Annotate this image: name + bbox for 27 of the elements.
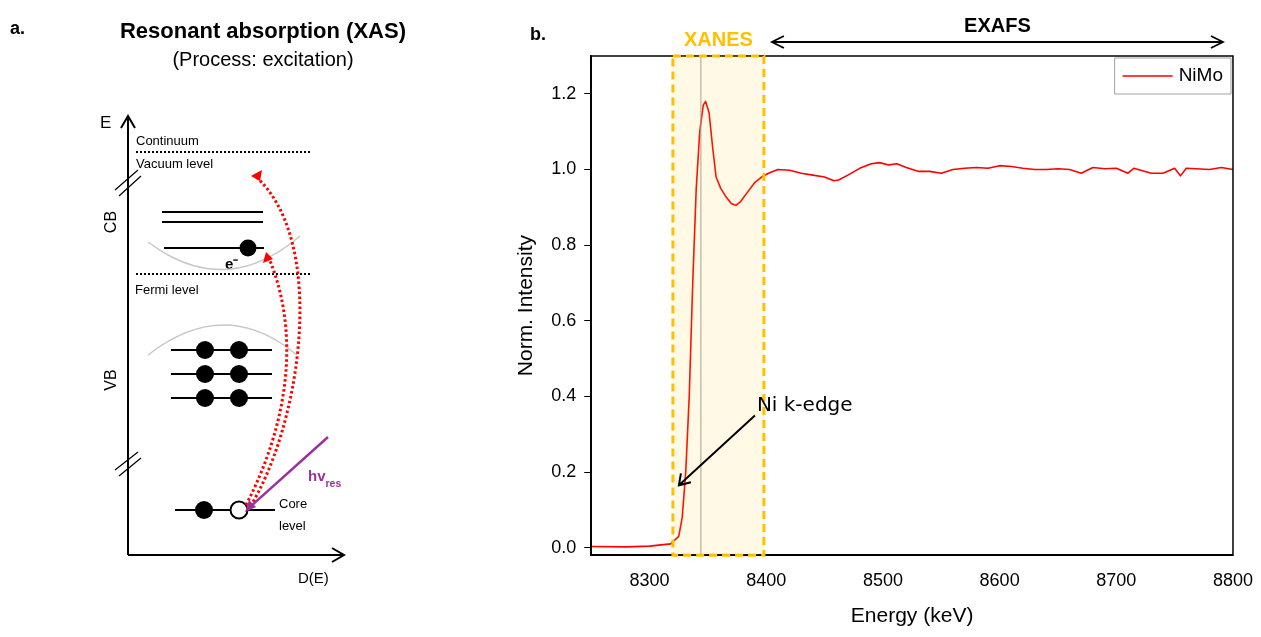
x-tick-label: 8600 <box>979 569 1020 590</box>
text: b. <box>530 24 546 44</box>
text: D(E) <box>298 569 329 586</box>
text: a. <box>10 18 26 38</box>
text: E <box>100 113 112 132</box>
legend-label: NiMo <box>1178 64 1223 86</box>
band-label: XANES <box>683 27 753 50</box>
y-tick-label: 0.8 <box>551 234 577 255</box>
y-axis-title: Norm. Intensity <box>513 234 537 377</box>
y-tick-label: 0.2 <box>551 460 577 481</box>
text: CB <box>102 210 119 234</box>
y-tick-label: 0.0 <box>551 536 577 557</box>
text: VB <box>102 369 119 391</box>
x-tick-label: 8300 <box>629 569 670 590</box>
y-tick-label: 1.2 <box>551 82 577 103</box>
x-tick-label: 8800 <box>1212 569 1253 590</box>
annotation: Ni k-edge <box>756 391 853 416</box>
text: (Process: excitation) <box>172 48 354 70</box>
y-tick-label: 1.0 <box>551 158 577 179</box>
x-tick-label: 8400 <box>746 569 787 590</box>
text: EXAFS <box>964 13 1031 36</box>
y-tick-label: 0.4 <box>551 385 577 406</box>
x-axis-title: Energy (keV) <box>850 603 974 627</box>
y-tick-label: 0.6 <box>551 309 577 330</box>
x-tick-label: 8700 <box>1096 569 1137 590</box>
x-tick-label: 8500 <box>862 569 903 590</box>
text: Resonant absorption (XAS) <box>119 18 407 43</box>
